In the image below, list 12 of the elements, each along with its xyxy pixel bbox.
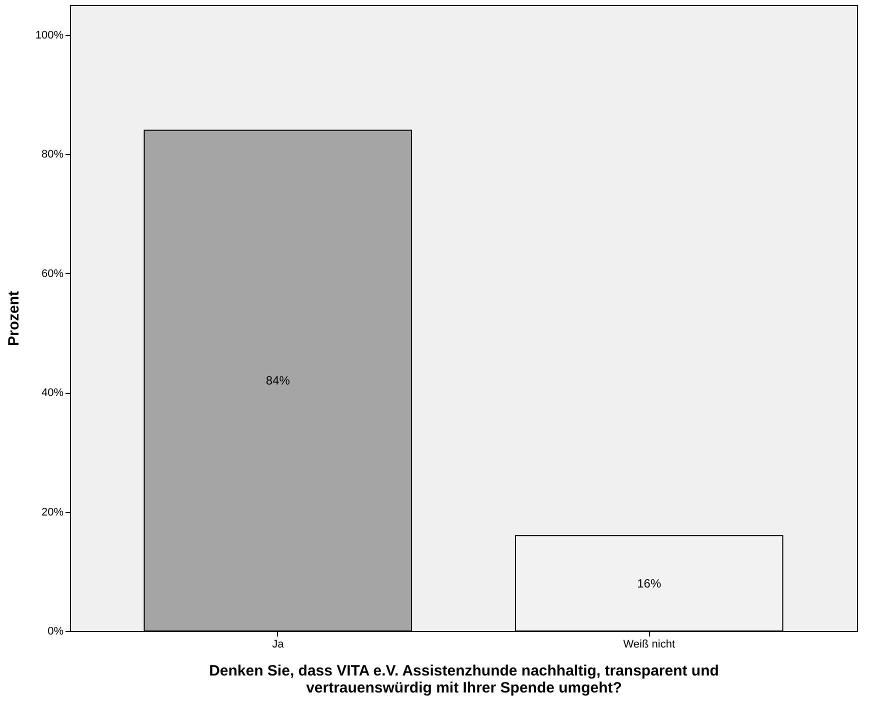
y-tick-label: 20%	[41, 506, 64, 518]
x-axis-title: Denken Sie, dass VITA e.V. Assistenzhunde nachhaltig, transparent und vertrauenswürdig mit Ihrer Spende umgeht?	[209, 662, 719, 696]
y-tick-label: 80%	[41, 148, 64, 161]
x-tick-label: Weiß nicht	[623, 638, 675, 650]
y-axis-title: Prozent	[5, 290, 22, 346]
y-tick-label: 60%	[41, 268, 64, 280]
data-label: 84%	[266, 374, 290, 388]
y-tick-label: 0%	[48, 626, 64, 638]
x-tick-label: Ja	[272, 638, 285, 650]
y-tick-label: 40%	[41, 387, 64, 400]
y-tick-label: 100%	[35, 29, 64, 42]
data-label: 16%	[637, 576, 662, 590]
